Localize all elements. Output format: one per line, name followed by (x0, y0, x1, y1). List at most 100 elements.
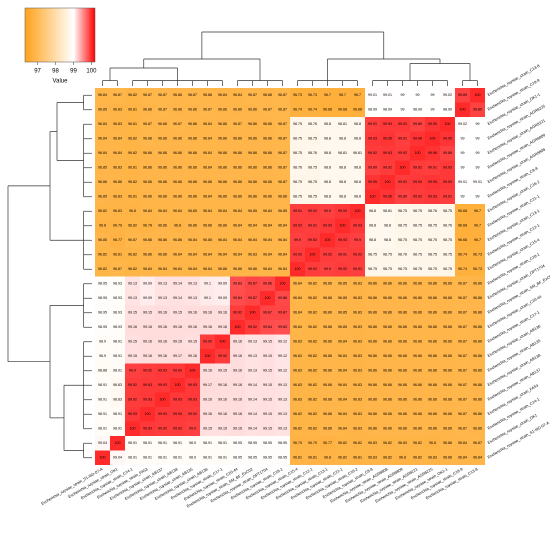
heatmap-cell (125, 320, 140, 335)
cell-value: 96.82 (128, 151, 137, 155)
cell-value: 96.86 (248, 122, 257, 126)
cell-value: 96.86 (428, 412, 437, 416)
cell-value: 96.84 (203, 137, 212, 141)
heatmap-cell (230, 291, 245, 306)
heatmap-cell (200, 146, 215, 161)
heatmap-cell (95, 450, 110, 465)
heatmap-cell (125, 88, 140, 103)
heatmap-cell (395, 305, 410, 320)
cell-value: 96.79 (113, 224, 122, 228)
heatmap-cell (470, 262, 485, 277)
heatmap-cell (200, 131, 215, 146)
cell-value: 96.84 (338, 383, 347, 387)
heatmap-cell (125, 436, 140, 451)
cell-value: 96.84 (278, 267, 287, 271)
cell-value: 96.86 (143, 166, 152, 170)
cell-value: 99.9 (324, 267, 331, 271)
cell-value: 98.9 (99, 340, 106, 344)
heatmap-cell (245, 291, 260, 306)
heatmap-cell (470, 233, 485, 248)
heatmap-cell (335, 247, 350, 262)
cell-value: 96.86 (398, 398, 407, 402)
heatmap-cell (125, 291, 140, 306)
heatmap-cell (155, 305, 170, 320)
heatmap-cell (200, 349, 215, 364)
cell-value: 98.75 (443, 253, 452, 257)
cell-value: 96.83 (293, 398, 302, 402)
cell-value: 98.75 (308, 137, 317, 141)
heatmap-cell (170, 276, 185, 291)
cell-value: 96.84 (203, 209, 212, 213)
heatmap-cell (290, 407, 305, 422)
heatmap-cell (335, 160, 350, 175)
heatmap-cell (380, 363, 395, 378)
heatmap-cell (230, 175, 245, 190)
cell-value: 99 (416, 93, 420, 97)
cell-value: 96.86 (218, 180, 227, 184)
heatmap-cell (95, 233, 110, 248)
cell-value: 96.86 (263, 180, 272, 184)
cell-value: 99.92 (368, 151, 377, 155)
cell-value: 96.84 (188, 267, 197, 271)
colorbar-tick-label: 100 (86, 69, 97, 75)
heatmap-cell (260, 407, 275, 422)
heatmap-cell (425, 276, 440, 291)
cell-value: 96.87 (113, 93, 122, 97)
heatmap-cell (320, 378, 335, 393)
heatmap-cell (170, 189, 185, 204)
cell-value: 96.86 (428, 354, 437, 358)
heatmap-cell (155, 189, 170, 204)
heatmap-cell (305, 363, 320, 378)
heatmap-cell (260, 436, 275, 451)
cell-value: 96.86 (398, 369, 407, 373)
cell-value: 96.86 (443, 412, 452, 416)
heatmap-cell (365, 291, 380, 306)
cell-value: 99.16 (233, 340, 242, 344)
cell-value: 99.91 (353, 267, 362, 271)
heatmap-cell (245, 233, 260, 248)
heatmap-cell (425, 378, 440, 393)
heatmap-cell (425, 131, 440, 146)
heatmap-cell (335, 320, 350, 335)
heatmap-cell (110, 247, 125, 262)
heatmap-cell (380, 407, 395, 422)
cell-value: 96.84 (188, 253, 197, 257)
heatmap-cell (215, 363, 230, 378)
cell-value: 96.8 (129, 209, 136, 213)
cell-value: 96.86 (263, 122, 272, 126)
heatmap-cell (95, 421, 110, 436)
heatmap-cell (290, 146, 305, 161)
cell-value: 96.86 (398, 383, 407, 387)
heatmap-cell (245, 363, 260, 378)
heatmap-cell (170, 450, 185, 465)
heatmap-cell (155, 291, 170, 306)
cell-value: 96.82 (308, 311, 317, 315)
heatmap-cell (410, 117, 425, 132)
cell-value: 96.87 (278, 151, 287, 155)
heatmap-cell (185, 233, 200, 248)
heatmap-cell (125, 117, 140, 132)
heatmap-cell (425, 421, 440, 436)
colorbar-tick-label: 97 (34, 69, 41, 75)
heatmap-cell (455, 189, 470, 204)
heatmap-cell (320, 276, 335, 291)
heatmap-cell (140, 407, 155, 422)
heatmap-cell (230, 363, 245, 378)
cell-value: 96.86 (323, 282, 332, 286)
cell-value: 99.91 (338, 253, 347, 257)
heatmap-cell (155, 349, 170, 364)
cell-value: 99.93 (158, 412, 167, 416)
heatmap-cell (455, 88, 470, 103)
cell-value: 98.91 (113, 354, 122, 358)
cell-value: 96.86 (473, 427, 482, 431)
cell-value: 96.86 (188, 137, 197, 141)
cell-value: 99.95 (428, 122, 437, 126)
heatmap-cell (215, 349, 230, 364)
cell-value: 96.86 (143, 108, 152, 112)
heatmap-cell (425, 407, 440, 422)
cell-value: 99 (476, 137, 480, 141)
cell-value: 96.86 (443, 369, 452, 373)
heatmap-cell (470, 175, 485, 190)
cell-value: 99.16 (233, 412, 242, 416)
cell-value: 96.87 (113, 267, 122, 271)
